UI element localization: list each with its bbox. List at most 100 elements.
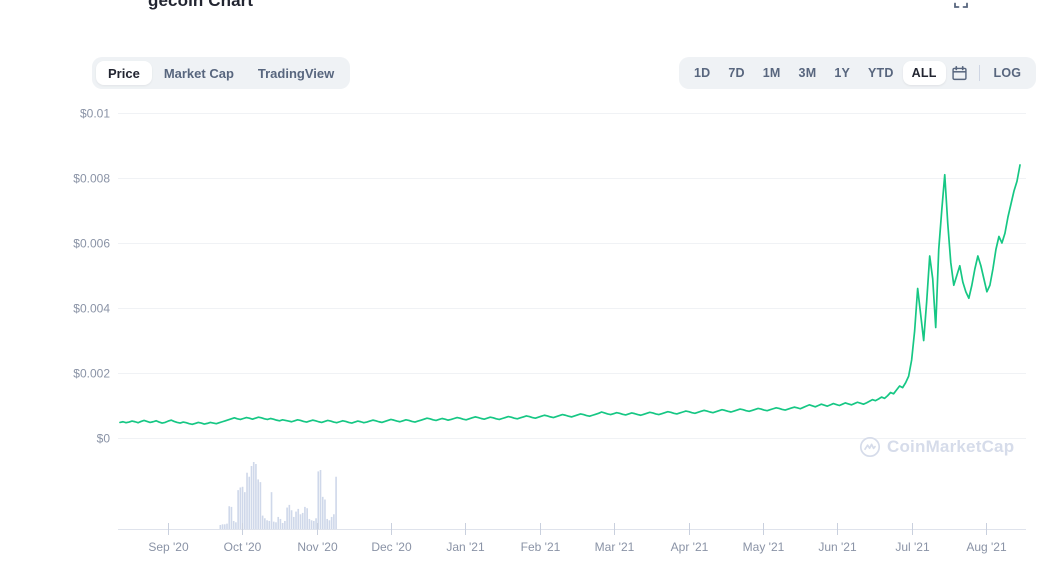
volume-bar (275, 522, 277, 529)
volume-bar (290, 510, 293, 529)
y-axis-labels: $0 $0.002 $0.004 $0.006 $0.008 $0.01 (73, 107, 110, 446)
volume-bar (292, 516, 295, 529)
x-axis-tick-label: Feb '21 (521, 540, 561, 554)
x-axis-tick-label: Apr '21 (671, 540, 709, 554)
volume-bar (297, 508, 300, 529)
volume-bar (264, 518, 266, 529)
volume-bar (304, 506, 306, 529)
range-ytd[interactable]: YTD (868, 66, 894, 80)
volume-bar (248, 476, 251, 529)
volume-bar (259, 482, 262, 529)
volume-bar (223, 524, 226, 529)
range-1d[interactable]: 1D (694, 66, 711, 80)
volume-bar (317, 471, 320, 529)
watermark-label: CoinMarketCap (887, 437, 1014, 456)
x-axis-tick-label: Jul '21 (895, 540, 930, 554)
price-line (119, 164, 1021, 426)
volume-bar (228, 506, 231, 529)
volume-bar (310, 520, 313, 529)
watermark: CoinMarketCap (859, 436, 1014, 458)
volume-bar (268, 520, 271, 529)
range-3m[interactable]: 3M (798, 66, 817, 80)
log-scale-toggle[interactable]: LOG (993, 66, 1022, 80)
volume-bar (270, 492, 273, 529)
volume-bar (306, 508, 308, 529)
volume-bar (221, 524, 224, 529)
volume-bar (252, 462, 255, 529)
tab-price[interactable]: Price (96, 61, 152, 85)
volume-bar (226, 523, 228, 529)
tab-tradingview[interactable]: TradingView (257, 65, 335, 81)
x-axis-labels: Sep '20 Oct '20 Nov '20 Dec '20 Jan '21 Feb '… (148, 540, 1007, 554)
volume-bar (321, 496, 324, 529)
tab-market-cap[interactable]: Market Cap (163, 65, 234, 81)
x-axis-tick-label: Jun '21 (818, 540, 857, 554)
volume-bar (243, 492, 246, 529)
x-axis-tick-label: Nov '20 (297, 540, 338, 554)
volume-bar (255, 464, 257, 529)
calendar-icon[interactable] (946, 61, 974, 85)
volume-bar (333, 514, 335, 529)
x-axis-ticks (168, 523, 987, 535)
view-tabs: Price Market Cap TradingView (92, 57, 351, 89)
volume-bar (272, 521, 275, 529)
volume-bar (286, 507, 288, 529)
range-1m[interactable]: 1M (762, 66, 781, 80)
control-divider (978, 65, 980, 81)
y-axis-tick-label: $0.008 (73, 172, 110, 186)
volume-bar (319, 470, 322, 529)
volume-bar (335, 476, 337, 529)
x-axis-tick-label: Jan '21 (446, 540, 485, 554)
x-axis-tick-label: Aug '21 (966, 540, 1007, 554)
page-title: gecoin Chart (148, 0, 254, 10)
volume-bar (230, 506, 233, 529)
volume-bar (266, 520, 268, 529)
x-axis-tick-label: Oct '20 (224, 540, 262, 554)
coinmarketcap-logo-icon (859, 436, 881, 458)
range-selector: 1D 7D 1M 3M 1Y YTD ALL LOG (679, 57, 1037, 89)
volume-bar (246, 472, 248, 529)
volume-bar (232, 520, 235, 529)
y-axis-tick-label: $0 (97, 432, 111, 446)
volume-bars (219, 462, 337, 529)
x-axis-tick-label: Dec '20 (371, 540, 412, 554)
volume-bar (241, 486, 244, 529)
y-axis-tick-label: $0.004 (73, 302, 110, 316)
volume-bar (328, 520, 331, 529)
volume-bar (239, 487, 242, 529)
volume-bar (281, 522, 284, 529)
volume-bar (219, 524, 222, 529)
volume-bar (284, 520, 286, 529)
volume-bar (324, 499, 326, 529)
volume-bar (235, 522, 237, 529)
y-axis-tick-label: $0.002 (73, 367, 110, 381)
y-axis-tick-label: $0.006 (73, 237, 110, 251)
chart-controls: Price Market Cap TradingView 1D 7D 1M 3M… (0, 26, 1037, 89)
volume-bar (326, 518, 328, 529)
gridlines (118, 113, 1026, 439)
volume-bar (301, 512, 304, 529)
x-axis-tick-label: Mar '21 (595, 540, 635, 554)
volume-bar (308, 518, 311, 529)
volume-bar (313, 520, 315, 529)
volume-bar (295, 511, 297, 529)
volume-bar (257, 479, 259, 529)
volume-bar (288, 504, 291, 529)
x-axis-tick-label: Sep '20 (148, 540, 189, 554)
volume-bar (261, 515, 264, 529)
volume-bar (330, 516, 333, 529)
y-axis-tick-label: $0.01 (80, 107, 110, 121)
volume-bar (279, 518, 282, 529)
volume-bar (277, 516, 280, 529)
volume-bar (299, 514, 302, 529)
range-1y[interactable]: 1Y (834, 66, 851, 80)
volume-bar (237, 490, 239, 529)
range-all[interactable]: ALL (902, 61, 946, 85)
volume-bar (250, 466, 253, 529)
volume-bar (315, 518, 317, 529)
range-7d[interactable]: 7D (728, 66, 745, 80)
x-axis-tick-label: May '21 (743, 540, 785, 554)
